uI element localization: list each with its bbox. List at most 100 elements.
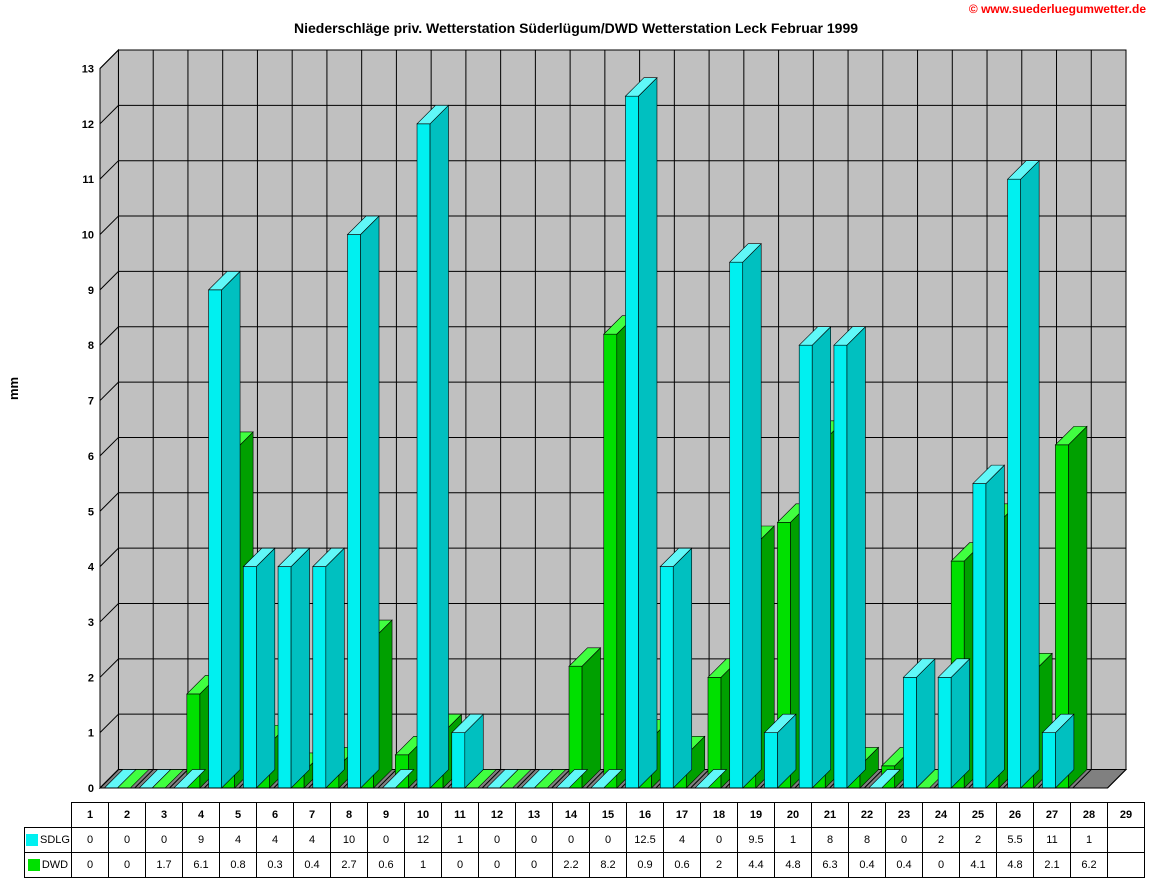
svg-text:12: 12 xyxy=(82,119,94,131)
series-header: DWD xyxy=(25,853,72,878)
value-cell: 1 xyxy=(1071,828,1108,853)
svg-text:10: 10 xyxy=(82,230,94,242)
category-cell: 28 xyxy=(1071,803,1108,828)
value-cell: 4 xyxy=(664,828,701,853)
category-cell: 14 xyxy=(553,803,590,828)
value-cell: 4 xyxy=(257,828,294,853)
value-cell: 0.4 xyxy=(294,853,331,878)
value-cell: 9 xyxy=(183,828,220,853)
table-corner xyxy=(25,803,72,828)
value-cell: 11 xyxy=(1034,828,1071,853)
category-cell: 22 xyxy=(849,803,886,828)
watermark: © www.suederluegumwetter.de xyxy=(969,2,1146,16)
category-cell: 11 xyxy=(442,803,479,828)
category-cell: 6 xyxy=(257,803,294,828)
value-cell: 4.4 xyxy=(738,853,775,878)
svg-text:2: 2 xyxy=(88,672,94,684)
value-cell: 0.6 xyxy=(368,853,405,878)
category-cell: 9 xyxy=(368,803,405,828)
value-cell: 2.7 xyxy=(331,853,368,878)
category-cell: 21 xyxy=(812,803,849,828)
value-cell: 0 xyxy=(368,828,405,853)
category-cell: 24 xyxy=(923,803,960,828)
value-cell xyxy=(1108,828,1145,853)
copyright-symbol: © xyxy=(969,2,978,16)
value-cell: 0.9 xyxy=(627,853,664,878)
category-cell: 3 xyxy=(146,803,183,828)
legend-swatch xyxy=(28,859,40,871)
value-cell: 4.1 xyxy=(960,853,997,878)
series-label: DWD xyxy=(42,859,68,871)
value-cell: 4.8 xyxy=(775,853,812,878)
svg-text:11: 11 xyxy=(82,174,94,186)
bar-chart: 012345678910111213 xyxy=(70,44,1136,794)
category-cell: 27 xyxy=(1034,803,1071,828)
data-table: 1234567891011121314151617181920212223242… xyxy=(24,802,1145,878)
category-cell: 2 xyxy=(109,803,146,828)
svg-text:9: 9 xyxy=(88,285,94,297)
category-cell: 1 xyxy=(72,803,109,828)
page: © www.suederluegumwetter.de Niederschläg… xyxy=(0,0,1152,882)
category-cell: 26 xyxy=(997,803,1034,828)
table-row: SDLG0009444100121000012.5409.51880225.51… xyxy=(25,828,1145,853)
value-cell: 0 xyxy=(516,853,553,878)
chart-title: Niederschläge priv. Wetterstation Süderl… xyxy=(0,20,1152,36)
value-cell: 1 xyxy=(775,828,812,853)
value-cell: 12.5 xyxy=(627,828,664,853)
value-cell: 4 xyxy=(220,828,257,853)
value-cell: 2 xyxy=(923,828,960,853)
svg-text:7: 7 xyxy=(88,396,94,408)
category-cell: 16 xyxy=(627,803,664,828)
category-cell: 23 xyxy=(886,803,923,828)
value-cell: 0 xyxy=(590,828,627,853)
series-header: SDLG xyxy=(25,828,72,853)
value-cell: 4.8 xyxy=(997,853,1034,878)
value-cell: 2.1 xyxy=(1034,853,1071,878)
category-cell: 29 xyxy=(1108,803,1145,828)
category-cell: 25 xyxy=(960,803,997,828)
value-cell: 6.2 xyxy=(1071,853,1108,878)
chart-area: 012345678910111213 xyxy=(70,44,1136,794)
svg-text:6: 6 xyxy=(88,451,94,463)
category-cell: 8 xyxy=(331,803,368,828)
category-cell: 4 xyxy=(183,803,220,828)
value-cell: 8.2 xyxy=(590,853,627,878)
svg-text:1: 1 xyxy=(88,728,94,740)
legend-swatch xyxy=(26,834,38,846)
value-cell: 0 xyxy=(479,853,516,878)
value-cell: 1 xyxy=(442,828,479,853)
category-cell: 19 xyxy=(738,803,775,828)
category-cell: 7 xyxy=(294,803,331,828)
value-cell: 0 xyxy=(442,853,479,878)
category-cell: 5 xyxy=(220,803,257,828)
value-cell: 10 xyxy=(331,828,368,853)
category-cell: 10 xyxy=(405,803,442,828)
svg-text:0: 0 xyxy=(88,783,94,794)
watermark-url: www.suederluegumwetter.de xyxy=(981,2,1146,16)
category-cell: 15 xyxy=(590,803,627,828)
series-label: SDLG xyxy=(40,834,70,846)
value-cell: 2 xyxy=(701,853,738,878)
value-cell: 5.5 xyxy=(997,828,1034,853)
value-cell: 2.2 xyxy=(553,853,590,878)
category-cell: 18 xyxy=(701,803,738,828)
value-cell: 0 xyxy=(146,828,183,853)
value-cell: 0 xyxy=(479,828,516,853)
svg-text:13: 13 xyxy=(82,63,94,75)
value-cell: 0.4 xyxy=(886,853,923,878)
value-cell: 12 xyxy=(405,828,442,853)
value-cell: 0 xyxy=(553,828,590,853)
value-cell: 0 xyxy=(72,853,109,878)
value-cell: 0.6 xyxy=(664,853,701,878)
value-cell: 0 xyxy=(516,828,553,853)
category-cell: 12 xyxy=(479,803,516,828)
table-row: 1234567891011121314151617181920212223242… xyxy=(25,803,1145,828)
svg-text:3: 3 xyxy=(88,617,94,629)
value-cell: 0 xyxy=(701,828,738,853)
value-cell: 8 xyxy=(849,828,886,853)
value-cell: 6.3 xyxy=(812,853,849,878)
value-cell: 4 xyxy=(294,828,331,853)
value-cell: 8 xyxy=(812,828,849,853)
value-cell: 9.5 xyxy=(738,828,775,853)
value-cell: 0 xyxy=(886,828,923,853)
